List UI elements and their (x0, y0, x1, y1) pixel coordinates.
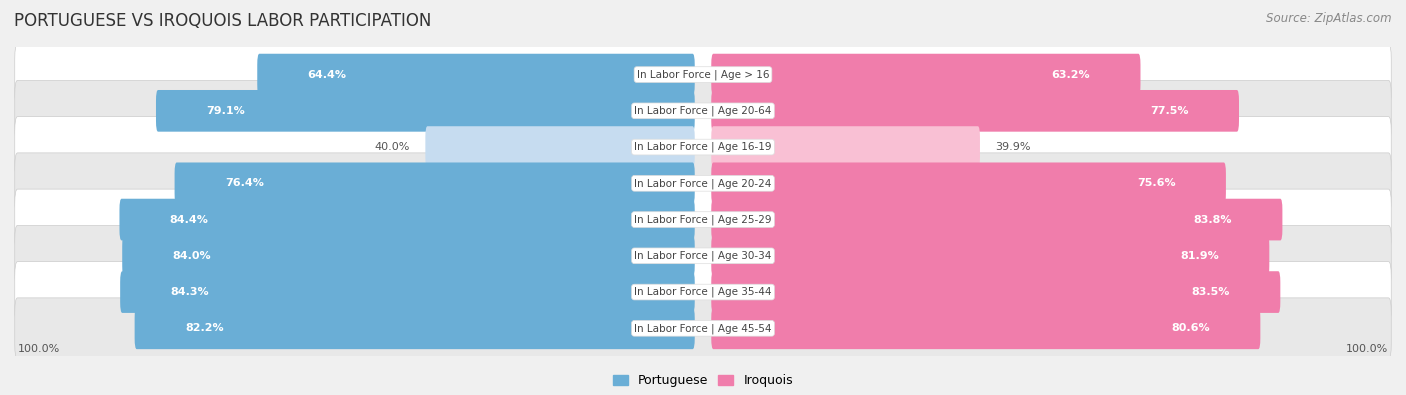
Text: 81.9%: 81.9% (1180, 251, 1219, 261)
Text: In Labor Force | Age > 16: In Labor Force | Age > 16 (637, 70, 769, 80)
FancyBboxPatch shape (426, 126, 695, 168)
FancyBboxPatch shape (14, 226, 1392, 286)
FancyBboxPatch shape (156, 90, 695, 132)
Text: In Labor Force | Age 30-34: In Labor Force | Age 30-34 (634, 250, 772, 261)
FancyBboxPatch shape (174, 162, 695, 204)
FancyBboxPatch shape (122, 235, 695, 276)
FancyBboxPatch shape (14, 44, 1392, 105)
FancyBboxPatch shape (711, 162, 1226, 204)
Text: 39.9%: 39.9% (995, 142, 1031, 152)
Text: In Labor Force | Age 20-24: In Labor Force | Age 20-24 (634, 178, 772, 188)
Text: 80.6%: 80.6% (1171, 324, 1211, 333)
FancyBboxPatch shape (14, 117, 1392, 177)
FancyBboxPatch shape (14, 153, 1392, 214)
Text: Source: ZipAtlas.com: Source: ZipAtlas.com (1267, 12, 1392, 25)
Text: 64.4%: 64.4% (308, 70, 346, 79)
FancyBboxPatch shape (14, 298, 1392, 359)
FancyBboxPatch shape (711, 126, 980, 168)
Text: 84.3%: 84.3% (170, 287, 209, 297)
FancyBboxPatch shape (14, 81, 1392, 141)
FancyBboxPatch shape (711, 307, 1260, 349)
Text: 76.4%: 76.4% (225, 178, 264, 188)
Text: 84.4%: 84.4% (170, 214, 208, 225)
FancyBboxPatch shape (711, 54, 1140, 96)
Text: 83.8%: 83.8% (1194, 214, 1232, 225)
Text: 82.2%: 82.2% (186, 324, 224, 333)
Text: 100.0%: 100.0% (1347, 344, 1389, 354)
Legend: Portuguese, Iroquois: Portuguese, Iroquois (607, 369, 799, 392)
Text: In Labor Force | Age 35-44: In Labor Force | Age 35-44 (634, 287, 772, 297)
Text: 84.0%: 84.0% (173, 251, 211, 261)
Text: 79.1%: 79.1% (207, 106, 245, 116)
FancyBboxPatch shape (135, 307, 695, 349)
Text: In Labor Force | Age 20-64: In Labor Force | Age 20-64 (634, 105, 772, 116)
Text: In Labor Force | Age 45-54: In Labor Force | Age 45-54 (634, 323, 772, 333)
Text: 40.0%: 40.0% (375, 142, 411, 152)
Text: 77.5%: 77.5% (1150, 106, 1188, 116)
FancyBboxPatch shape (711, 90, 1239, 132)
Text: In Labor Force | Age 25-29: In Labor Force | Age 25-29 (634, 214, 772, 225)
FancyBboxPatch shape (711, 199, 1282, 241)
FancyBboxPatch shape (14, 261, 1392, 322)
Text: 63.2%: 63.2% (1052, 70, 1090, 79)
Text: 75.6%: 75.6% (1137, 178, 1175, 188)
FancyBboxPatch shape (120, 199, 695, 241)
Text: In Labor Force | Age 16-19: In Labor Force | Age 16-19 (634, 142, 772, 152)
Text: 100.0%: 100.0% (17, 344, 59, 354)
Text: PORTUGUESE VS IROQUOIS LABOR PARTICIPATION: PORTUGUESE VS IROQUOIS LABOR PARTICIPATI… (14, 12, 432, 30)
FancyBboxPatch shape (257, 54, 695, 96)
FancyBboxPatch shape (14, 189, 1392, 250)
FancyBboxPatch shape (711, 271, 1281, 313)
Text: 83.5%: 83.5% (1192, 287, 1230, 297)
FancyBboxPatch shape (711, 235, 1270, 276)
FancyBboxPatch shape (120, 271, 695, 313)
